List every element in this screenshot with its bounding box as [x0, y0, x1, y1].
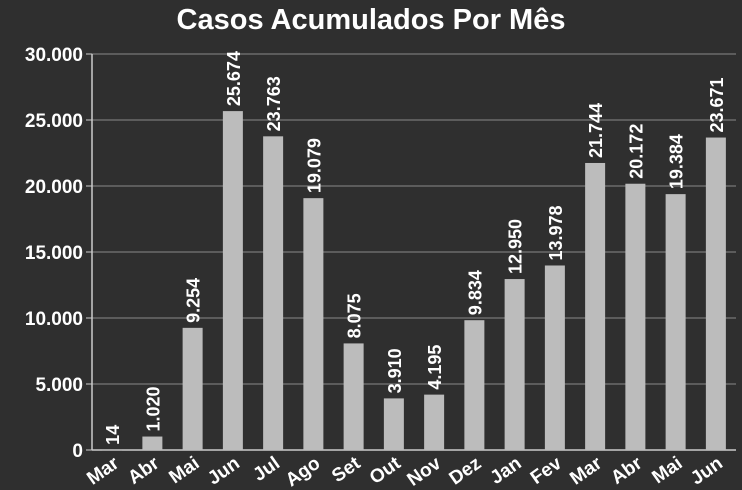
bar	[383, 398, 404, 450]
x-tick-label: Jun	[204, 453, 244, 490]
bar	[464, 320, 485, 450]
x-tick-label: Dez	[446, 453, 486, 490]
y-tick-label: 20.000	[25, 177, 83, 198]
chart-title: Casos Acumulados Por Mês	[176, 4, 566, 36]
x-tick-label: Nov	[404, 453, 446, 490]
bar	[343, 343, 364, 450]
bar-value-label: 21.744	[586, 103, 606, 158]
y-tick-label: 10.000	[25, 309, 83, 330]
bar-value-label: 13.978	[546, 205, 566, 260]
bar	[544, 265, 565, 450]
bar-value-label: 8.075	[345, 293, 365, 338]
bar-value-label: 4.195	[425, 345, 445, 390]
bar-value-label: 1.020	[143, 386, 163, 431]
x-tick-label: Jan	[487, 453, 526, 489]
bar	[665, 194, 686, 450]
bar	[504, 279, 525, 450]
bar	[424, 394, 445, 450]
y-tick-label: 30.000	[25, 45, 83, 66]
bar	[585, 162, 606, 451]
bar-value-label: 14	[103, 425, 123, 445]
x-tick-label: Set	[328, 453, 365, 488]
y-tick-label: 5.000	[35, 375, 83, 396]
bar-value-label: 9.254	[184, 278, 204, 323]
x-tick-label: Jun	[687, 453, 727, 490]
y-tick-label: 0	[72, 441, 83, 462]
x-tick-label: Ago	[282, 453, 324, 490]
bar-value-label: 19.079	[304, 138, 324, 193]
x-tick-label: Jul	[249, 453, 284, 486]
bar-value-label: 9.834	[465, 270, 485, 315]
bar	[263, 136, 284, 450]
bar	[625, 183, 646, 450]
bar-value-label: 23.763	[264, 76, 284, 131]
bar	[222, 111, 243, 450]
bar-value-label: 20.172	[626, 124, 646, 179]
y-tick-label: 15.000	[25, 243, 83, 264]
bar	[102, 449, 123, 451]
y-tick-label: 25.000	[25, 111, 83, 132]
x-tick-label: Fev	[527, 453, 566, 489]
bar	[142, 436, 163, 450]
x-tick-label: Mar	[566, 453, 606, 490]
x-tick-label: Abr	[607, 453, 646, 489]
x-tick-label: Out	[366, 453, 405, 489]
bar-value-label: 25.674	[224, 51, 244, 106]
x-tick-label: Abr	[124, 453, 163, 489]
x-tick-label: Mai	[648, 453, 686, 488]
bar	[705, 137, 726, 451]
x-tick-label: Mar	[83, 453, 123, 490]
bar	[303, 198, 324, 450]
bar-value-label: 3.910	[385, 348, 405, 393]
bar-value-label: 23.671	[707, 77, 727, 132]
bar-value-label: 12.950	[506, 219, 526, 274]
x-tick-label: Mai	[165, 453, 203, 488]
bar	[182, 327, 203, 450]
bar-value-label: 19.384	[667, 134, 687, 189]
